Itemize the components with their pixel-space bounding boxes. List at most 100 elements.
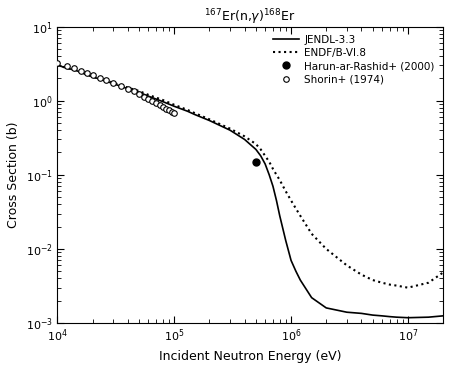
Shorin+ (1974) [79, 68, 84, 73]
Shorin+ (1974) [125, 87, 130, 91]
ENDF/B-VI.8 [441, 270, 446, 275]
JENDL-3.3 [283, 238, 288, 243]
JENDL-3.3 [160, 100, 166, 104]
JENDL-3.3 [394, 315, 399, 319]
ENDF/B-VI.8 [283, 189, 288, 194]
ENDF/B-VI.8 [242, 134, 247, 139]
ENDF/B-VI.8 [309, 232, 315, 236]
Shorin+ (1974) [72, 66, 77, 70]
Shorin+ (1974) [64, 64, 69, 68]
JENDL-3.3 [136, 90, 142, 94]
ENDF/B-VI.8 [262, 154, 268, 158]
Y-axis label: Cross Section (b): Cross Section (b) [7, 121, 20, 228]
ENDF/B-VI.8 [288, 198, 294, 203]
JENDL-3.3 [270, 184, 276, 188]
JENDL-3.3 [262, 162, 268, 166]
X-axis label: Incident Neutron Energy (eV): Incident Neutron Energy (eV) [159, 350, 342, 363]
JENDL-3.3 [227, 128, 233, 132]
ENDF/B-VI.8 [110, 80, 116, 85]
Shorin+ (1974) [136, 92, 142, 97]
JENDL-3.3 [344, 310, 350, 314]
ENDF/B-VI.8 [185, 108, 190, 112]
JENDL-3.3 [387, 314, 392, 319]
JENDL-3.3 [110, 81, 116, 86]
Shorin+ (1974) [85, 71, 90, 75]
JENDL-3.3 [293, 269, 299, 273]
Shorin+ (1974) [110, 81, 116, 85]
Shorin+ (1974) [118, 84, 124, 88]
Shorin+ (1974) [131, 89, 136, 94]
JENDL-3.3 [426, 315, 431, 319]
JENDL-3.3 [379, 314, 385, 318]
JENDL-3.3 [253, 147, 259, 152]
Shorin+ (1974) [150, 99, 155, 104]
JENDL-3.3 [405, 316, 410, 320]
Line: Shorin+ (1974): Shorin+ (1974) [54, 60, 177, 116]
JENDL-3.3 [242, 137, 247, 142]
ENDF/B-VI.8 [192, 111, 198, 115]
ENDF/B-VI.8 [207, 117, 212, 122]
ENDF/B-VI.8 [258, 147, 263, 152]
JENDL-3.3 [125, 87, 130, 91]
JENDL-3.3 [153, 97, 159, 101]
ENDF/B-VI.8 [277, 178, 283, 182]
JENDL-3.3 [309, 295, 315, 300]
JENDL-3.3 [185, 109, 190, 114]
ENDF/B-VI.8 [324, 247, 329, 251]
JENDL-3.3 [297, 278, 303, 282]
Shorin+ (1974) [166, 108, 171, 112]
JENDL-3.3 [171, 104, 177, 108]
ENDF/B-VI.8 [387, 282, 392, 287]
ENDF/B-VI.8 [266, 159, 272, 164]
Shorin+ (1974) [163, 107, 169, 111]
Title: $^{167}$Er(n,$\gamma$)$^{168}$Er: $^{167}$Er(n,$\gamma$)$^{168}$Er [204, 7, 296, 27]
ENDF/B-VI.8 [75, 69, 81, 73]
ENDF/B-VI.8 [405, 285, 410, 290]
ENDF/B-VI.8 [146, 92, 151, 97]
JENDL-3.3 [441, 314, 446, 318]
ENDF/B-VI.8 [227, 127, 233, 131]
Shorin+ (1974) [169, 110, 174, 114]
ENDF/B-VI.8 [297, 213, 303, 218]
Shorin+ (1974) [97, 75, 102, 80]
Shorin+ (1974) [90, 73, 95, 77]
ENDF/B-VI.8 [90, 75, 95, 79]
ENDF/B-VI.8 [370, 278, 375, 282]
Shorin+ (1974) [55, 61, 60, 65]
Shorin+ (1974) [103, 78, 108, 82]
ENDF/B-VI.8 [344, 263, 350, 268]
JENDL-3.3 [146, 94, 151, 98]
JENDL-3.3 [75, 69, 81, 73]
Shorin+ (1974) [141, 94, 147, 99]
ENDF/B-VI.8 [136, 89, 142, 93]
ENDF/B-VI.8 [379, 280, 385, 285]
JENDL-3.3 [288, 258, 294, 263]
Line: JENDL-3.3: JENDL-3.3 [58, 65, 443, 318]
JENDL-3.3 [277, 213, 283, 218]
ENDF/B-VI.8 [270, 167, 276, 171]
Line: ENDF/B-VI.8: ENDF/B-VI.8 [58, 65, 443, 287]
JENDL-3.3 [192, 112, 198, 117]
Legend: JENDL-3.3, ENDF/B-VI.8, Harun-ar-Rashid+ (2000), Shorin+ (1974): JENDL-3.3, ENDF/B-VI.8, Harun-ar-Rashid+… [270, 32, 438, 87]
ENDF/B-VI.8 [359, 272, 364, 277]
JENDL-3.3 [324, 306, 329, 310]
Shorin+ (1974) [160, 105, 166, 109]
Shorin+ (1974) [146, 97, 151, 101]
ENDF/B-VI.8 [125, 85, 130, 90]
Shorin+ (1974) [153, 101, 159, 105]
ENDF/B-VI.8 [426, 280, 431, 285]
ENDF/B-VI.8 [293, 206, 299, 211]
ENDF/B-VI.8 [394, 283, 399, 288]
JENDL-3.3 [370, 313, 375, 317]
ENDF/B-VI.8 [253, 142, 259, 146]
ENDF/B-VI.8 [153, 95, 159, 100]
ENDF/B-VI.8 [171, 102, 177, 107]
JENDL-3.3 [207, 118, 212, 123]
Shorin+ (1974) [171, 111, 177, 115]
ENDF/B-VI.8 [160, 98, 166, 102]
Shorin+ (1974) [157, 103, 162, 107]
JENDL-3.3 [90, 75, 95, 79]
JENDL-3.3 [359, 311, 364, 316]
JENDL-3.3 [274, 198, 279, 203]
JENDL-3.3 [266, 172, 272, 177]
